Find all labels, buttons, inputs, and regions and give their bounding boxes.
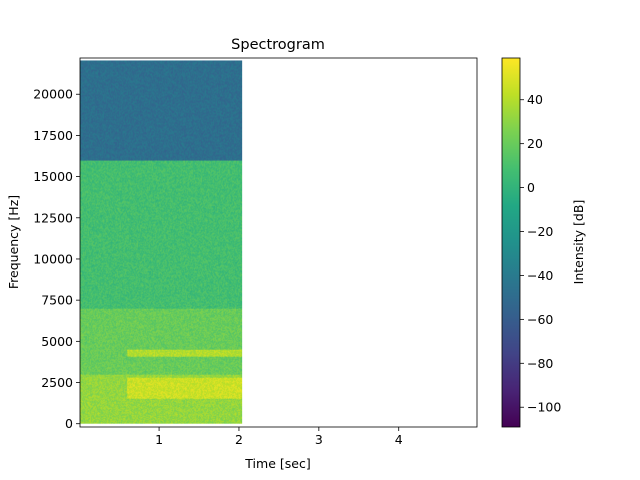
colorbar-ticks: −100 −80 −60 −40 −20 0 20 40 [520, 92, 561, 415]
colorbar-tick-label: −20 [527, 224, 553, 239]
y-axis-label: Frequency [Hz] [6, 195, 21, 289]
x-axis-label: Time [sec] [244, 456, 310, 471]
colorbar-tick-label: −100 [527, 400, 561, 415]
y-tick-label: 10000 [33, 251, 73, 266]
colorbar-tick-label: 20 [527, 136, 543, 151]
plot-area [79, 57, 478, 428]
y-tick-label: 5000 [41, 334, 73, 349]
colorbar-tick-label: −80 [527, 356, 553, 371]
y-axis: 0 2500 5000 7500 10000 12500 15000 17500 20000 [33, 87, 80, 431]
plot-frame [79, 57, 478, 428]
colorbar-label: Intensity [dB] [571, 200, 586, 285]
y-tick-label: 0 [65, 416, 73, 431]
colorbar: −100 −80 −60 −40 −20 0 20 40 Intensity [dB] [501, 57, 586, 428]
x-tick-label: 4 [395, 432, 403, 447]
colorbar-tick-label: 0 [527, 180, 535, 195]
x-tick-label: 2 [235, 432, 243, 447]
y-tick-label: 7500 [41, 293, 73, 308]
colorbar-tick-label: −60 [527, 312, 553, 327]
x-tick-label: 3 [315, 432, 323, 447]
y-tick-label: 15000 [33, 169, 73, 184]
colorbar-tick-label: −40 [527, 268, 553, 283]
y-tick-label: 12500 [33, 210, 73, 225]
x-axis: 1 2 3 4 [155, 427, 403, 447]
colorbar-gradient [501, 57, 521, 428]
chart-title: Spectrogram [231, 37, 325, 53]
y-tick-label: 2500 [41, 375, 73, 390]
x-tick-label: 1 [155, 432, 163, 447]
y-tick-label: 17500 [33, 128, 73, 143]
colorbar-tick-label: 40 [527, 92, 543, 107]
spectrogram-image [80, 60, 243, 424]
y-tick-label: 20000 [33, 87, 73, 102]
